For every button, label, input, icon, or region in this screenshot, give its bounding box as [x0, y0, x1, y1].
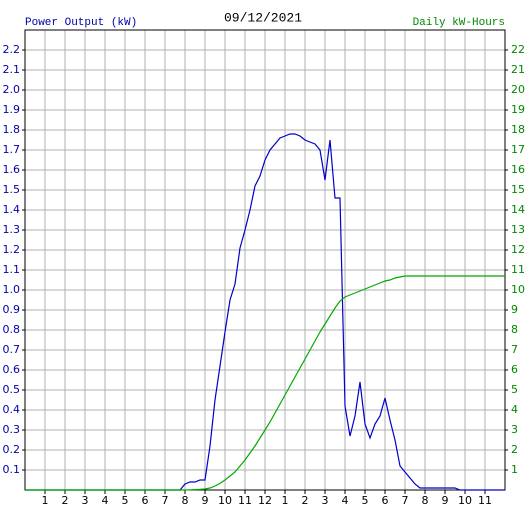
x-tick-label: 3 — [322, 494, 329, 507]
y2-tick-label: 5 — [511, 383, 518, 396]
x-tick-label: 7 — [162, 494, 169, 507]
y-tick-label: 1.0 — [3, 283, 21, 296]
y2-tick-label: 2 — [511, 443, 518, 456]
x-tick-label: 9 — [202, 494, 209, 507]
y2-tick-label: 4 — [511, 403, 518, 416]
x-tick-label: 3 — [82, 494, 89, 507]
x-tick-label: 7 — [402, 494, 409, 507]
y2-tick-label: 20 — [511, 83, 525, 96]
y-axis-label: Power Output (kW) — [25, 17, 137, 29]
y-tick-label: 2.0 — [3, 83, 21, 96]
y2-tick-label: 1 — [511, 463, 518, 476]
y-tick-label: 0.3 — [3, 423, 21, 436]
x-tick-label: 12 — [258, 494, 272, 507]
y-tick-label: 0.9 — [3, 303, 21, 316]
x-tick-label: 2 — [62, 494, 69, 507]
y2-tick-label: 9 — [511, 303, 518, 316]
y2-tick-label: 13 — [511, 223, 525, 236]
y2-tick-label: 16 — [511, 163, 525, 176]
y-tick-label: 2.2 — [3, 43, 21, 56]
y2-tick-label: 6 — [511, 363, 518, 376]
x-tick-label: 10 — [458, 494, 472, 507]
y2-tick-label: 15 — [511, 183, 525, 196]
y-tick-label: 1.7 — [3, 143, 21, 156]
y-tick-label: 0.1 — [3, 463, 21, 476]
y-tick-label: 1.9 — [3, 103, 21, 116]
y2-tick-label: 12 — [511, 243, 525, 256]
y-tick-label: 0.7 — [3, 343, 21, 356]
y2-tick-label: 7 — [511, 343, 518, 356]
y-tick-label: 1.8 — [3, 123, 21, 136]
chart-title: 09/12/2021 — [224, 10, 302, 25]
y-tick-label: 0.4 — [3, 403, 21, 416]
y-tick-label: 0.6 — [3, 363, 21, 376]
y2-axis-label: Daily kW-Hours — [413, 17, 505, 29]
plot-frame — [24, 29, 506, 491]
y-tick-label: 0.2 — [3, 443, 21, 456]
y2-tick-label: 19 — [511, 103, 525, 116]
y2-tick-label: 11 — [511, 263, 525, 276]
x-tick-label: 5 — [122, 494, 129, 507]
y-tick-label: 1.2 — [3, 243, 21, 256]
y-tick-label: 1.1 — [3, 263, 21, 276]
x-tick-label: 10 — [218, 494, 232, 507]
x-tick-label: 6 — [142, 494, 149, 507]
y2-tick-label: 14 — [511, 203, 525, 216]
y-tick-label: 1.6 — [3, 163, 21, 176]
y-tick-label: 1.5 — [3, 183, 21, 196]
series-line — [25, 133, 505, 491]
y2-tick-label: 21 — [511, 63, 525, 76]
x-tick-label: 11 — [478, 494, 492, 507]
x-tick-label: 4 — [342, 494, 349, 507]
x-tick-label: 1 — [42, 494, 49, 507]
y2-tick-label: 10 — [511, 283, 525, 296]
x-tick-label: 4 — [102, 494, 109, 507]
x-tick-label: 6 — [382, 494, 389, 507]
x-tick-label: 2 — [302, 494, 309, 507]
y2-tick-label: 3 — [511, 423, 518, 436]
y-tick-label: 1.4 — [3, 203, 21, 216]
y2-tick-label: 18 — [511, 123, 525, 136]
y-tick-label: 0.8 — [3, 323, 21, 336]
x-tick-label: 1 — [282, 494, 289, 507]
y2-tick-label: 22 — [511, 43, 525, 56]
x-tick-label: 8 — [422, 494, 429, 507]
y2-tick-label: 8 — [511, 323, 518, 336]
x-tick-label: 9 — [442, 494, 449, 507]
y-tick-label: 0.5 — [3, 383, 21, 396]
y-tick-label: 2.1 — [3, 63, 21, 76]
y2-tick-label: 17 — [511, 143, 525, 156]
x-tick-label: 5 — [362, 494, 369, 507]
x-tick-label: 8 — [182, 494, 189, 507]
series-line — [25, 275, 505, 491]
y-tick-label: 1.3 — [3, 223, 21, 236]
x-tick-label: 11 — [238, 494, 252, 507]
